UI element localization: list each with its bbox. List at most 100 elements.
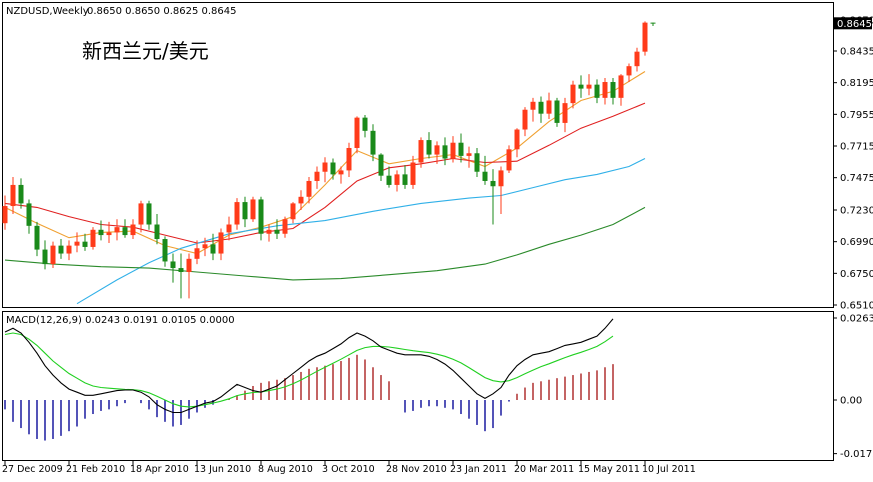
macd-main-line <box>4 318 614 414</box>
candle-bear <box>538 96 544 123</box>
candle-body <box>514 129 520 150</box>
candle-body <box>546 100 552 114</box>
candle-body <box>226 224 232 233</box>
macd-title: MACD(12,26,9) 0.0243 0.0191 0.0105 0.000… <box>6 315 235 326</box>
candle-body <box>10 184 16 207</box>
candle-body <box>610 82 616 98</box>
macd-tick-label: 0.00 <box>840 396 862 407</box>
candle-body <box>330 162 336 175</box>
candle-body <box>394 174 400 185</box>
candle-body <box>570 84 576 104</box>
candle-bull <box>66 240 72 261</box>
candle-bull <box>634 47 640 72</box>
candle-bear <box>578 75 584 98</box>
candle-bull <box>530 97 536 122</box>
candle-body <box>458 142 464 156</box>
candle-bull <box>186 253 192 299</box>
macd-signal-line <box>4 332 614 408</box>
candle-bull <box>466 146 472 168</box>
candle-bear <box>146 200 152 230</box>
candle-bull <box>626 63 632 83</box>
candle-body <box>98 229 104 236</box>
candle-body <box>418 140 424 163</box>
candle-body <box>602 82 608 98</box>
candle-body <box>522 109 528 130</box>
macd-indicator <box>4 318 614 441</box>
candle-bull <box>50 241 56 269</box>
candle-body <box>122 227 128 236</box>
candle-bull <box>90 227 96 250</box>
candle-body <box>442 145 448 159</box>
candle-bull <box>218 228 224 261</box>
candle-bear <box>178 253 184 299</box>
candle-body <box>186 258 192 273</box>
candle-bear <box>82 233 88 251</box>
price-tick-label: 0.6510 <box>840 301 873 312</box>
candle-body <box>362 117 368 131</box>
candle-bear <box>26 199 32 234</box>
candle-body <box>274 229 280 234</box>
candle-body <box>626 66 632 76</box>
time-tick-label: 20 Mar 2011 <box>514 464 574 475</box>
candle-body <box>74 241 80 246</box>
candle-bear <box>122 219 128 238</box>
candle-bull <box>322 157 328 183</box>
candle-bear <box>98 220 104 241</box>
candle-body <box>82 241 88 247</box>
candle-bear <box>650 22 656 26</box>
symbol-label: NZDUSD,Weekly <box>6 6 89 17</box>
candle-body <box>250 199 256 220</box>
candle-bull <box>506 145 512 174</box>
candle-bear <box>594 79 600 104</box>
candle-bull <box>290 202 296 224</box>
candle-bull <box>314 166 320 189</box>
candle-body <box>586 84 592 89</box>
candle-bull <box>338 166 344 184</box>
candle-bull <box>418 137 424 168</box>
candle-bear <box>442 137 448 166</box>
candle-bear <box>362 115 368 138</box>
candle-bear <box>42 240 48 270</box>
candle-body <box>146 203 152 225</box>
candle-bull <box>106 221 112 243</box>
candle-body <box>410 162 416 185</box>
candle-bear <box>34 221 40 257</box>
candle-body <box>314 171 320 181</box>
candle-bear <box>162 236 168 267</box>
chinese-title: 新西兰元/美元 <box>82 39 209 63</box>
candle-bull <box>602 78 608 105</box>
time-tick-label: 28 Nov 2010 <box>386 464 447 475</box>
moving-average-line <box>4 71 646 255</box>
moving-average-line <box>4 102 646 244</box>
time-tick-label: 10 Jul 2011 <box>642 464 696 475</box>
candle-bull <box>522 107 528 137</box>
candle-bull <box>570 80 576 109</box>
candle-body <box>170 261 176 269</box>
candle-body <box>66 245 72 254</box>
candle-bear <box>554 97 560 127</box>
candle-bull <box>306 177 312 204</box>
candle-body <box>42 249 48 265</box>
time-tick-label: 21 Feb 2010 <box>66 464 125 475</box>
candle-body <box>618 75 624 98</box>
candle-body <box>538 101 544 114</box>
candle-body <box>402 174 408 185</box>
axes: 0.86700.84350.81950.79550.77150.74750.72… <box>2 16 873 476</box>
candle-body <box>354 117 360 148</box>
candle-body <box>130 224 136 236</box>
candle-bull <box>202 237 208 257</box>
time-tick-label: 18 Apr 2010 <box>130 464 189 475</box>
price-tick-label: 0.7230 <box>840 206 873 217</box>
candle-bull <box>138 200 144 233</box>
last-price-label: 0.8645 <box>837 19 872 30</box>
candle-body <box>386 175 392 185</box>
candle-bull <box>130 219 136 240</box>
candle-body <box>242 202 248 220</box>
candle-bear <box>474 147 480 178</box>
candle-bull <box>434 141 440 164</box>
candle-bear <box>58 239 64 259</box>
candle-body <box>322 162 328 172</box>
candle-bull <box>450 136 456 163</box>
